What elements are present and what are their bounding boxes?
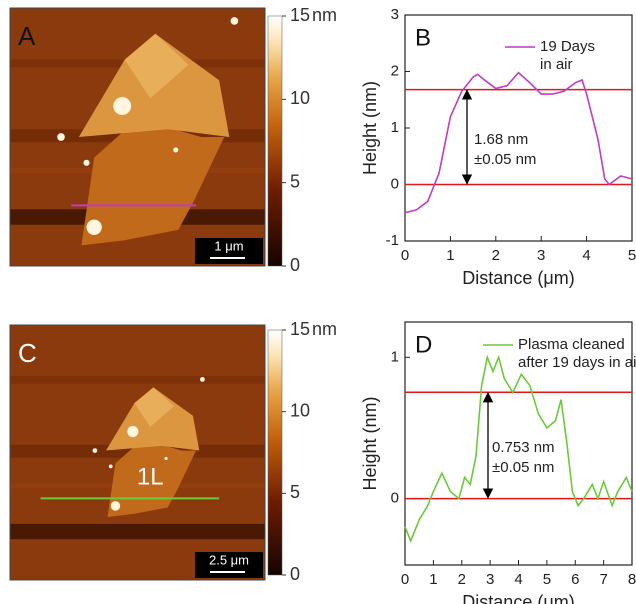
scale-bar-box — [195, 552, 263, 578]
y-tick-label: 1 — [391, 348, 399, 365]
x-tick-label: 0 — [401, 571, 409, 588]
x-tick-label: 5 — [628, 247, 636, 264]
panel-label: D — [415, 331, 432, 358]
x-tick-label: 5 — [543, 571, 551, 588]
x-tick-label: 1 — [429, 571, 437, 588]
legend-label: Plasma cleaned after 19 days in air — [518, 336, 636, 371]
x-tick-label: 3 — [537, 247, 545, 264]
particle — [173, 147, 179, 153]
x-tick-label: 0 — [401, 247, 409, 264]
afm-stripe — [10, 523, 265, 540]
panel-label: B — [415, 24, 431, 51]
particle — [200, 377, 205, 382]
scale-bar-box — [195, 238, 263, 264]
x-tick-label: 4 — [582, 247, 590, 264]
flake-fold — [134, 387, 174, 427]
y-tick-label: 2 — [391, 62, 399, 79]
colorbar-tick-label: 15 — [290, 319, 310, 339]
colorbar-unit: nm — [312, 319, 337, 339]
legend-label: 19 Days in air — [540, 38, 596, 73]
x-tick-label: 8 — [628, 571, 636, 588]
x-axis-label: Distance (μm) — [462, 268, 574, 288]
scale-bar-label: 2.5 μm — [209, 552, 249, 567]
particle — [86, 219, 102, 235]
colorbar-tick-label: 10 — [290, 88, 310, 108]
colorbar-tick-label: 10 — [290, 400, 310, 420]
x-tick-label: 7 — [599, 571, 607, 588]
afm-stripe — [10, 376, 265, 384]
image-frame — [9, 324, 266, 581]
annotation: ±0.05 nm — [474, 151, 536, 168]
annotation: 1.68 nm — [474, 131, 528, 148]
particle — [110, 501, 121, 511]
y-axis-label: Height (nm) — [360, 81, 380, 175]
colorbar-tick-label: 5 — [290, 171, 300, 191]
panel-label: A — [18, 21, 36, 51]
y-tick-label: -1 — [386, 232, 399, 249]
flake — [81, 118, 225, 246]
colorbar-tick-label: 0 — [290, 564, 300, 584]
particle — [108, 464, 113, 469]
y-tick-label: 3 — [391, 6, 399, 23]
colorbar — [267, 15, 283, 267]
y-axis-label: Height (nm) — [360, 396, 380, 490]
colorbar-tick-label: 0 — [290, 255, 300, 275]
y-tick-label: 0 — [391, 490, 399, 507]
x-tick-label: 2 — [492, 247, 500, 264]
image-frame — [9, 7, 266, 267]
particle — [230, 17, 239, 25]
particle — [164, 456, 168, 461]
layer-label: 1L — [137, 463, 164, 490]
flake-fold — [124, 33, 189, 99]
particle — [127, 426, 139, 438]
particle — [57, 133, 65, 141]
colorbar-tick-label: 5 — [290, 482, 300, 502]
particle — [83, 159, 90, 166]
colorbar-tick-label: 15 — [290, 5, 310, 25]
data-line — [404, 71, 633, 214]
x-tick-label: 1 — [446, 247, 454, 264]
annotation: ±0.05 nm — [492, 459, 554, 476]
y-tick-label: 1 — [391, 119, 399, 136]
particle — [113, 97, 132, 115]
y-tick-label: 0 — [391, 175, 399, 192]
scale-bar-label: 1 μm — [214, 238, 243, 253]
x-tick-label: 2 — [458, 571, 466, 588]
data-line — [404, 354, 633, 544]
particle — [92, 448, 98, 453]
x-axis-label: Distance (μm) — [462, 592, 574, 604]
annotation: 0.753 nm — [492, 439, 555, 456]
x-tick-label: 4 — [514, 571, 522, 588]
colorbar-unit: nm — [312, 5, 337, 25]
x-tick-label: 6 — [571, 571, 579, 588]
colorbar — [267, 329, 283, 576]
x-tick-label: 3 — [486, 571, 494, 588]
panel-label: C — [18, 338, 37, 368]
